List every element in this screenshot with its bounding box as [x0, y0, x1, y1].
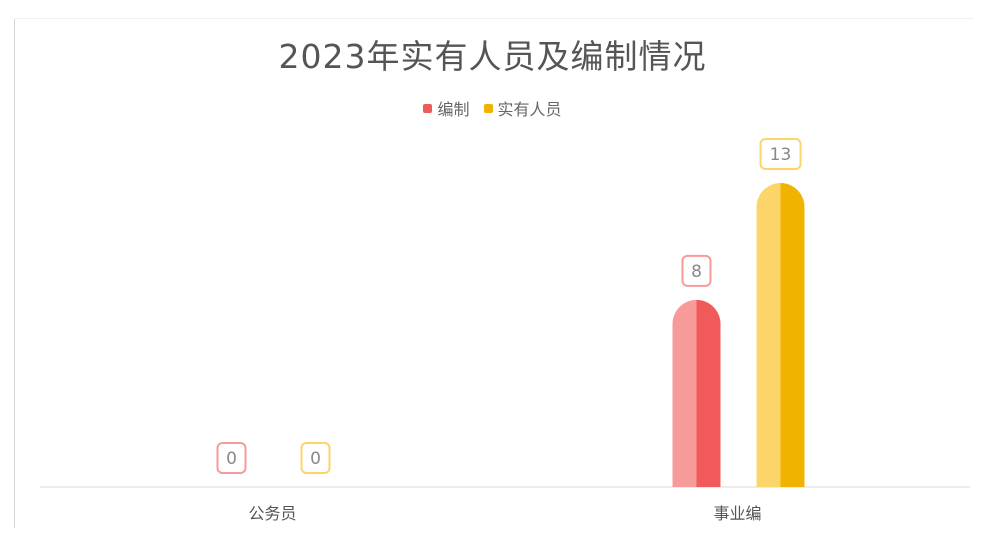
data-label-box-0-0	[216, 442, 247, 474]
frame-border-top	[14, 18, 974, 19]
x-tick-label-0: 公务员	[248, 504, 296, 523]
bar-0-1-light	[672, 299, 697, 487]
legend-label-series-0: 编制	[437, 100, 470, 119]
bar-0-1	[696, 299, 721, 487]
bar-1-1	[780, 183, 805, 487]
data-label-box-1-0	[300, 442, 331, 474]
data-label-0-1: 8	[691, 262, 702, 282]
chart-legend[interactable]: 编制 实有人员	[0, 96, 985, 120]
x-tick-label-1: 事业编	[713, 504, 761, 523]
bar-1-1-light	[756, 183, 781, 487]
data-label-box-0-1	[681, 254, 712, 287]
data-label-1-0: 0	[310, 449, 321, 469]
legend-label-series-1: 实有人员	[497, 100, 562, 119]
data-label-1-1: 13	[770, 145, 792, 165]
legend-swatch-series-1	[483, 103, 493, 113]
legend-swatch-series-0	[423, 103, 433, 113]
legend-item-series-0[interactable]: 编制	[423, 96, 470, 120]
data-label-box-1-1	[759, 138, 802, 170]
chart-title: 2023年实有人员及编制情况	[278, 37, 707, 76]
frame-border-left	[14, 18, 15, 528]
data-label-0-0: 0	[226, 449, 237, 469]
legend-item-series-1[interactable]: 实有人员	[483, 96, 562, 120]
